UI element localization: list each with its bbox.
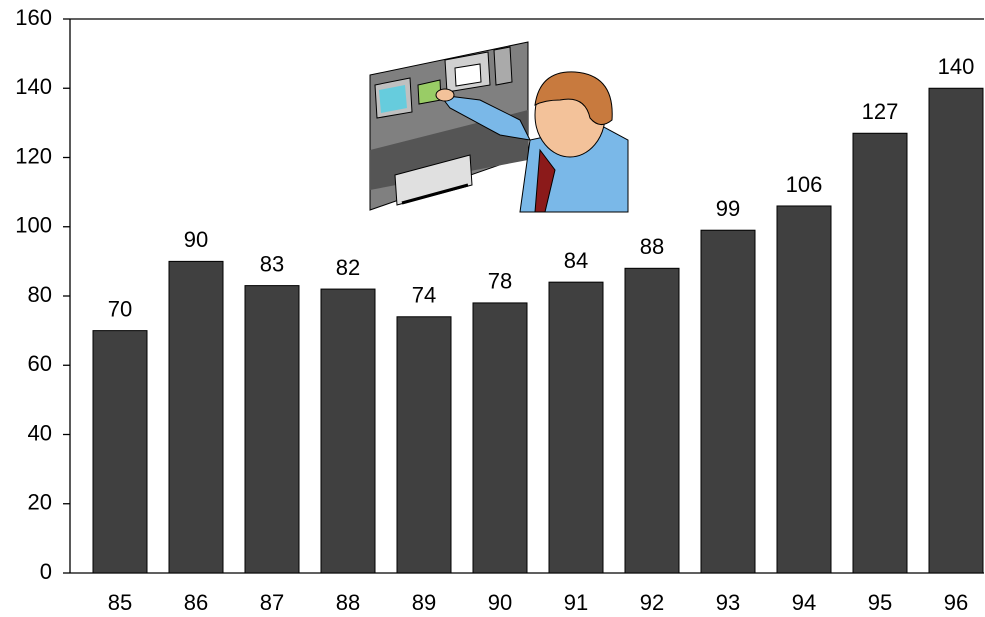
bar	[168, 260, 224, 574]
value-label: 106	[786, 172, 823, 197]
value-label: 90	[184, 227, 208, 252]
bar	[472, 302, 528, 574]
value-label: 140	[938, 54, 975, 79]
y-tick-label: 100	[15, 213, 52, 238]
value-label: 83	[260, 251, 284, 276]
bar	[852, 132, 908, 574]
bar	[776, 205, 832, 574]
y-tick-label: 80	[28, 282, 52, 307]
y-tick-label: 20	[28, 490, 52, 515]
x-tick-label: 95	[868, 590, 892, 615]
x-tick-label: 94	[792, 590, 816, 615]
value-label: 70	[108, 296, 132, 321]
y-tick-label: 140	[15, 74, 52, 99]
bar	[624, 267, 680, 574]
x-tick-label: 93	[716, 590, 740, 615]
value-label: 127	[862, 99, 899, 124]
x-tick-label: 90	[488, 590, 512, 615]
x-tick-label: 85	[108, 590, 132, 615]
bar	[396, 316, 452, 574]
value-label: 82	[336, 255, 360, 280]
x-tick-label: 86	[184, 590, 208, 615]
y-tick-label: 160	[15, 5, 52, 30]
value-label: 74	[412, 283, 436, 308]
value-label: 88	[640, 234, 664, 259]
bar	[928, 87, 984, 574]
y-tick-label: 120	[15, 143, 52, 168]
y-tick-label: 60	[28, 351, 52, 376]
bar	[244, 285, 300, 574]
bar	[320, 288, 376, 574]
value-label: 78	[488, 269, 512, 294]
x-tick-label: 91	[564, 590, 588, 615]
x-tick-label: 92	[640, 590, 664, 615]
atm-clipart	[369, 41, 629, 213]
bar	[700, 229, 756, 574]
bar	[92, 330, 148, 574]
y-tick-label: 0	[40, 559, 52, 584]
y-tick-label: 40	[28, 420, 52, 445]
x-tick-label: 89	[412, 590, 436, 615]
bar	[548, 281, 604, 574]
value-label: 84	[564, 248, 588, 273]
x-tick-label: 88	[336, 590, 360, 615]
x-tick-label: 96	[944, 590, 968, 615]
value-label: 99	[716, 196, 740, 221]
x-tick-label: 87	[260, 590, 284, 615]
